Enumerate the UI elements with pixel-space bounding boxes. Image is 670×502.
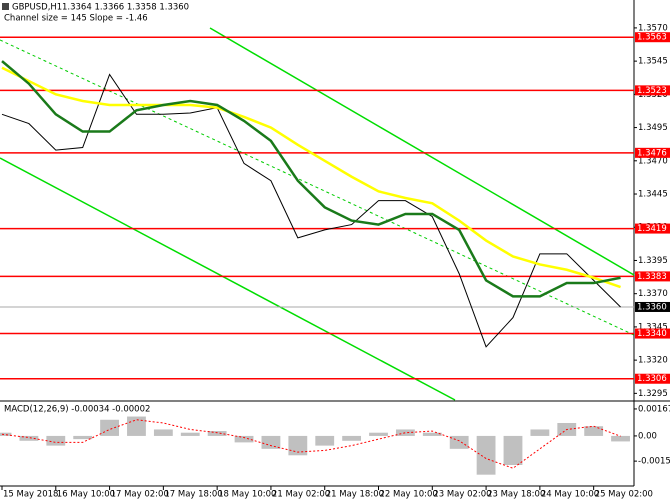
macd-bar — [100, 419, 119, 436]
macd-bar — [315, 435, 335, 446]
x-tick-label: 23 May 02:00 — [433, 490, 491, 500]
macd-y-tick-label: -0.00156 — [638, 457, 670, 467]
macd-bar — [503, 435, 523, 465]
y-tick-label: 1.3320 — [638, 356, 668, 366]
x-tick-label: 25 May 02:00 — [595, 490, 653, 500]
y-tick-label: 1.3470 — [638, 156, 668, 166]
macd-bar — [611, 435, 630, 442]
level-label: 1.3523 — [637, 86, 667, 96]
macd-bar — [261, 435, 281, 449]
channel-info: Channel size = 145 Slope = -1.46 — [4, 14, 148, 24]
channel-lower — [0, 157, 456, 401]
macd-bar — [234, 435, 254, 443]
macd-bar — [207, 431, 227, 436]
channel-upper — [209, 27, 635, 276]
price-series — [1, 66, 621, 289]
level-label: 1.3306 — [637, 374, 667, 384]
macd-bar — [288, 435, 308, 456]
level-tag — [635, 328, 670, 339]
x-tick-label: 24 May 10:00 — [541, 490, 599, 500]
level-tag — [635, 32, 670, 43]
price-series — [1, 60, 621, 298]
level-tag — [635, 373, 670, 384]
x-tick-label: 17 May 02:00 — [111, 490, 169, 500]
macd-bar — [127, 416, 146, 436]
x-tick-label: 21 May 02:00 — [272, 490, 330, 500]
x-tick-label: 17 May 18:00 — [164, 490, 222, 500]
symbol-title: GBPUSD,H1 — [12, 3, 62, 13]
macd-signal — [1, 419, 621, 469]
level-tag — [635, 223, 670, 234]
level-tag — [635, 271, 670, 282]
macd-title: MACD(12,26,9) -0.00034 -0.00002 — [4, 405, 150, 415]
price-label: 1.3360 — [637, 302, 667, 312]
x-tick-label: 23 May 18:00 — [487, 490, 545, 500]
macd-bar — [422, 432, 442, 436]
x-tick-label: 15 May 2018 — [3, 490, 58, 500]
macd-bar — [19, 435, 39, 441]
macd-bar — [153, 429, 173, 436]
macd-y-tick-label: 0.00 — [638, 431, 657, 441]
level-label: 1.3563 — [637, 33, 667, 43]
macd-bar — [180, 432, 200, 436]
macd-bar — [73, 435, 93, 440]
level-label: 1.3476 — [637, 148, 667, 158]
level-tag — [635, 85, 670, 96]
x-tick-label: 16 May 10:00 — [57, 490, 115, 500]
macd-bar — [476, 435, 496, 475]
level-label: 1.3340 — [637, 329, 667, 339]
symbol-icon — [2, 3, 9, 10]
macd-bar — [369, 432, 388, 436]
y-tick-label: 1.3545 — [638, 57, 668, 67]
channel-middle — [0, 39, 635, 336]
level-tag — [635, 147, 670, 158]
price-tag — [635, 301, 670, 312]
quote: 1.3364 1.3366 1.3358 1.3360 — [62, 3, 189, 13]
x-tick-label: 18 May 10:00 — [218, 490, 276, 500]
y-tick-label: 1.3445 — [638, 190, 668, 200]
x-tick-label: 22 May 10:00 — [380, 490, 438, 500]
macd-bar — [395, 429, 415, 436]
y-tick-label: 1.3495 — [638, 123, 668, 133]
level-label: 1.3383 — [637, 272, 667, 282]
macd-bar — [0, 432, 12, 436]
price-series — [1, 73, 621, 348]
x-tick-label: 21 May 18:00 — [326, 490, 384, 500]
macd-bar — [342, 435, 362, 441]
y-tick-label: 1.3395 — [638, 256, 668, 266]
y-tick-label: 1.3370 — [638, 289, 668, 299]
plot: 1.35701.35451.35201.34951.34701.34451.34… — [0, 23, 670, 500]
y-tick-label: 1.3295 — [638, 389, 668, 399]
y-tick-label: 1.3345 — [638, 322, 668, 332]
macd-bar — [449, 435, 469, 449]
macd-bar — [530, 429, 550, 436]
macd-bar — [584, 426, 604, 436]
macd-y-tick-label: 0.00167 — [638, 404, 670, 414]
macd-bar — [46, 435, 66, 446]
level-label: 1.3419 — [637, 224, 667, 234]
y-tick-label: 1.3570 — [638, 23, 668, 33]
